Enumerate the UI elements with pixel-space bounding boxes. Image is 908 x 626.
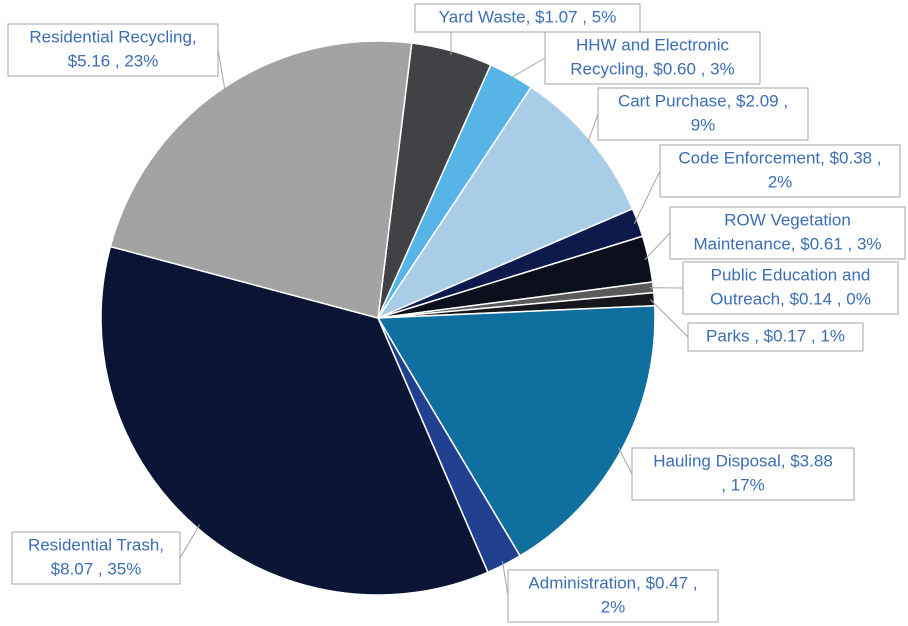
data-label: , 17% <box>721 475 764 494</box>
label-box <box>544 31 761 85</box>
label-box <box>11 531 181 585</box>
leader-line <box>587 113 599 144</box>
data-label: 9% <box>691 115 716 134</box>
leader-line <box>633 170 661 224</box>
leader-line <box>617 447 633 475</box>
data-label: Residential Trash, <box>28 535 164 554</box>
leader-line <box>501 560 509 597</box>
leader-line <box>650 299 689 338</box>
leader-line <box>217 49 226 92</box>
pie-slice <box>100 245 489 596</box>
leader-line <box>509 57 546 80</box>
data-label: Yard Waste, $1.07 , 5% <box>439 7 617 26</box>
data-label: Residential Recycling, <box>29 27 196 46</box>
label-box <box>631 447 855 501</box>
data-label: Maintenance, $0.61 , 3% <box>693 234 881 253</box>
data-label: Parks , $0.17 , 1% <box>706 326 845 345</box>
pie-slice <box>109 40 413 319</box>
data-label: Cart Purchase, $2.09 , <box>618 91 788 110</box>
label-box <box>669 206 906 260</box>
data-label: Administration, $0.47 , <box>528 573 697 592</box>
label-box <box>7 23 219 77</box>
pie-slice <box>376 304 656 557</box>
data-label: Public Education and <box>711 265 871 284</box>
data-label: ROW Vegetation <box>724 210 851 229</box>
label-box <box>507 569 719 623</box>
label-box <box>597 87 809 141</box>
leader-line <box>644 232 671 261</box>
data-label: $8.07 , 35% <box>51 559 142 578</box>
leader-line <box>179 524 201 559</box>
data-label: Code Enforcement, $0.38 , <box>678 148 881 167</box>
data-label: $5.16 , 23% <box>68 51 159 70</box>
data-label: HHW and Electronic <box>576 35 730 54</box>
label-box <box>687 322 864 352</box>
pie-slice <box>375 86 634 320</box>
label-box <box>659 144 901 198</box>
data-label: Outreach, $0.14 , 0% <box>710 289 871 308</box>
label-box <box>414 3 641 33</box>
data-label: 2% <box>601 597 626 616</box>
data-label: Hauling Disposal, $3.88 <box>653 451 833 470</box>
data-label: 2% <box>768 172 793 191</box>
label-box <box>682 261 899 315</box>
data-label: Recycling, $0.60 , 3% <box>570 59 734 78</box>
